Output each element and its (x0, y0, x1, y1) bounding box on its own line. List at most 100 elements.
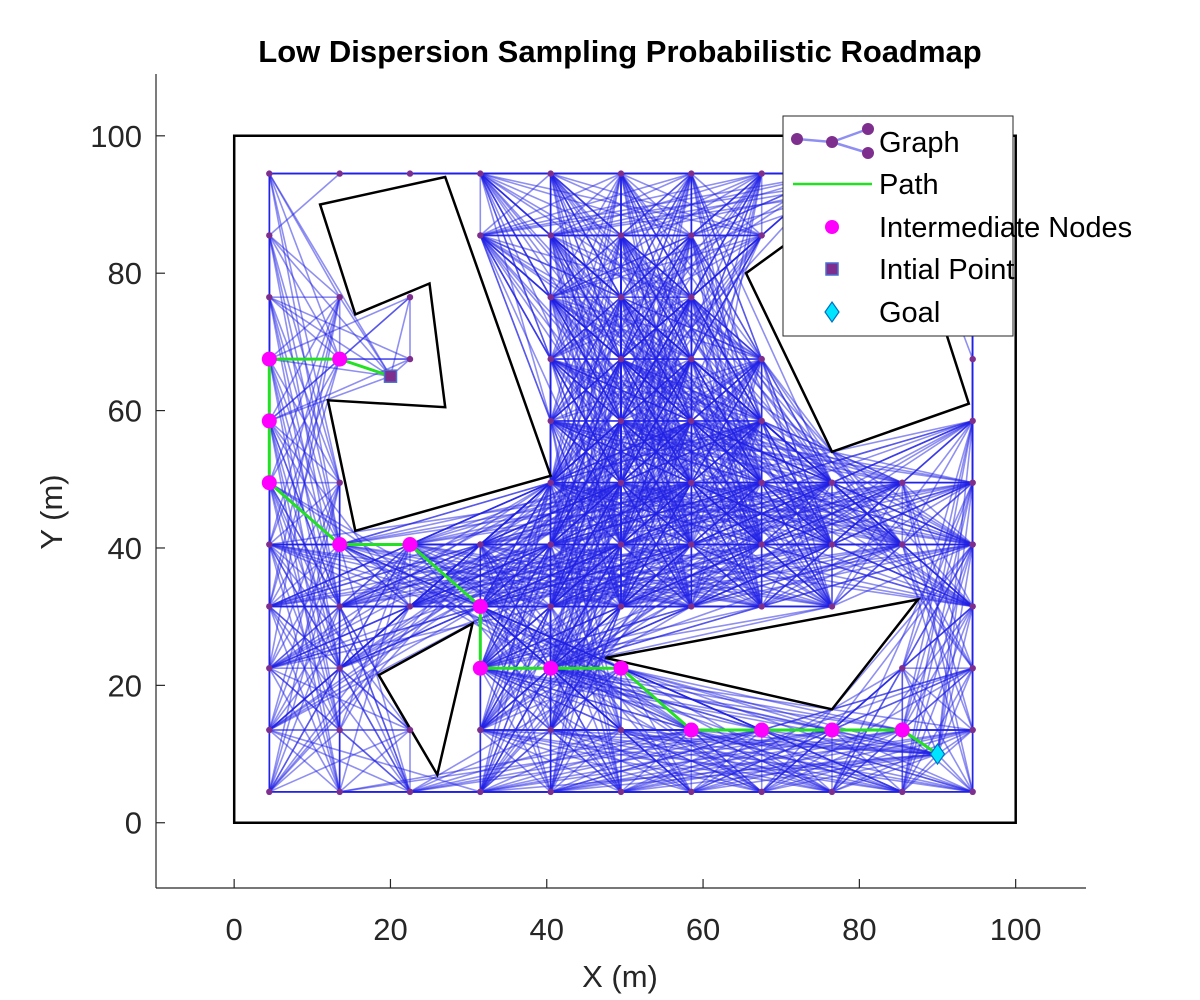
graph-edge (549, 235, 622, 607)
graph-node (266, 294, 273, 301)
legend-label-intermediate: Intermediate Nodes (879, 212, 1132, 244)
intermediate-node (472, 660, 488, 676)
graph-node (617, 479, 625, 486)
legend-box (782, 115, 1014, 337)
graph-node (688, 232, 695, 239)
graph-node (406, 788, 414, 795)
graph-node (828, 788, 836, 795)
graph-node (688, 417, 695, 425)
graph-edge (690, 482, 763, 607)
graph-node (547, 788, 554, 795)
graph-node (336, 665, 343, 672)
graph-node (477, 541, 484, 548)
graph-node (899, 541, 906, 548)
graph-node (617, 541, 625, 548)
graph-edge (936, 482, 974, 755)
graph-node (336, 603, 343, 610)
graph-node (828, 603, 836, 610)
graph-edge (760, 358, 833, 607)
map-boundary (232, 134, 1017, 824)
graph-edge (268, 420, 341, 731)
legend-graph-edge (831, 127, 869, 144)
legend-graph-node (862, 147, 874, 159)
graph-node (336, 170, 343, 177)
graph-node (969, 417, 976, 425)
graph-node (617, 788, 625, 795)
graph-node (828, 541, 836, 548)
graph-edge (549, 420, 622, 792)
graph-node (547, 541, 554, 548)
graph-node (336, 479, 343, 486)
graph-edge (620, 543, 692, 608)
intermediate-node (261, 475, 277, 491)
graph-node (688, 541, 695, 548)
graph-edge (831, 420, 974, 484)
intermediate-node (613, 660, 629, 676)
graph-edge (268, 358, 341, 731)
graph-edge (338, 544, 411, 793)
graph-node (266, 170, 273, 177)
graph-edge (549, 606, 622, 793)
graph-edge (268, 297, 341, 607)
graph-node (617, 170, 625, 177)
graph-edge (479, 544, 552, 731)
graph-node (406, 355, 414, 363)
legend-intermediate-marker (825, 220, 839, 234)
graph-edge (831, 729, 938, 755)
graph-edge (691, 753, 938, 793)
axes: 0 20 40 60 80 100 0 20 40 60 80 100 (90, 74, 1086, 947)
graph-node (477, 726, 484, 734)
graph-edge (690, 173, 763, 545)
y-tick-label: 40 (108, 531, 142, 566)
goal-marker (929, 743, 946, 766)
legend-label-path: Path (879, 169, 939, 201)
graph-edge (936, 606, 974, 755)
graph-edge (268, 173, 341, 483)
legend-label-start: Intial Point (879, 254, 1014, 286)
graph-edge (831, 544, 974, 731)
graph-node (266, 788, 273, 795)
graph-edge (620, 172, 692, 237)
graph-edge (690, 297, 763, 607)
graph-edge (268, 235, 341, 360)
legend-goal-marker (824, 300, 840, 324)
graph-node (688, 294, 695, 301)
graph-edge (549, 297, 622, 607)
graph-node (688, 603, 695, 610)
graph-node (406, 294, 414, 301)
intermediate-node (543, 660, 559, 676)
graph-edge (690, 729, 763, 793)
chart-title: Low Dispersion Sampling Probabilistic Ro… (258, 34, 981, 69)
graph-node (688, 355, 695, 363)
graph-edge (550, 729, 622, 793)
graph-node (758, 170, 765, 177)
graph-edge (549, 173, 622, 422)
graph-node (406, 603, 414, 610)
graph-edge (761, 729, 938, 755)
graph-edge (761, 358, 833, 484)
graph-edge (620, 297, 693, 607)
path-line (267, 357, 939, 756)
intermediate-node (332, 537, 348, 552)
graph-node (899, 479, 906, 486)
graph-node (547, 603, 554, 610)
graph-node (547, 355, 554, 363)
graph-node (969, 541, 976, 548)
graph-edge (620, 173, 693, 545)
graph-node (477, 170, 484, 177)
x-tick-label: 0 (226, 912, 243, 947)
legend-label-goal: Goal (879, 297, 940, 329)
graph-node (617, 417, 625, 425)
y-tick-label: 100 (90, 119, 142, 154)
intermediate-node (683, 722, 699, 738)
graph-edge (620, 173, 693, 422)
graph-node (758, 232, 765, 239)
graph-edge (479, 543, 552, 608)
graph-edge (339, 729, 411, 793)
graph-edge (479, 667, 552, 793)
graph-edge (690, 173, 763, 483)
graph-edge (901, 667, 974, 731)
legend-graph-icon (791, 123, 874, 159)
graph-edge (901, 482, 974, 607)
graph-edge (901, 753, 939, 793)
